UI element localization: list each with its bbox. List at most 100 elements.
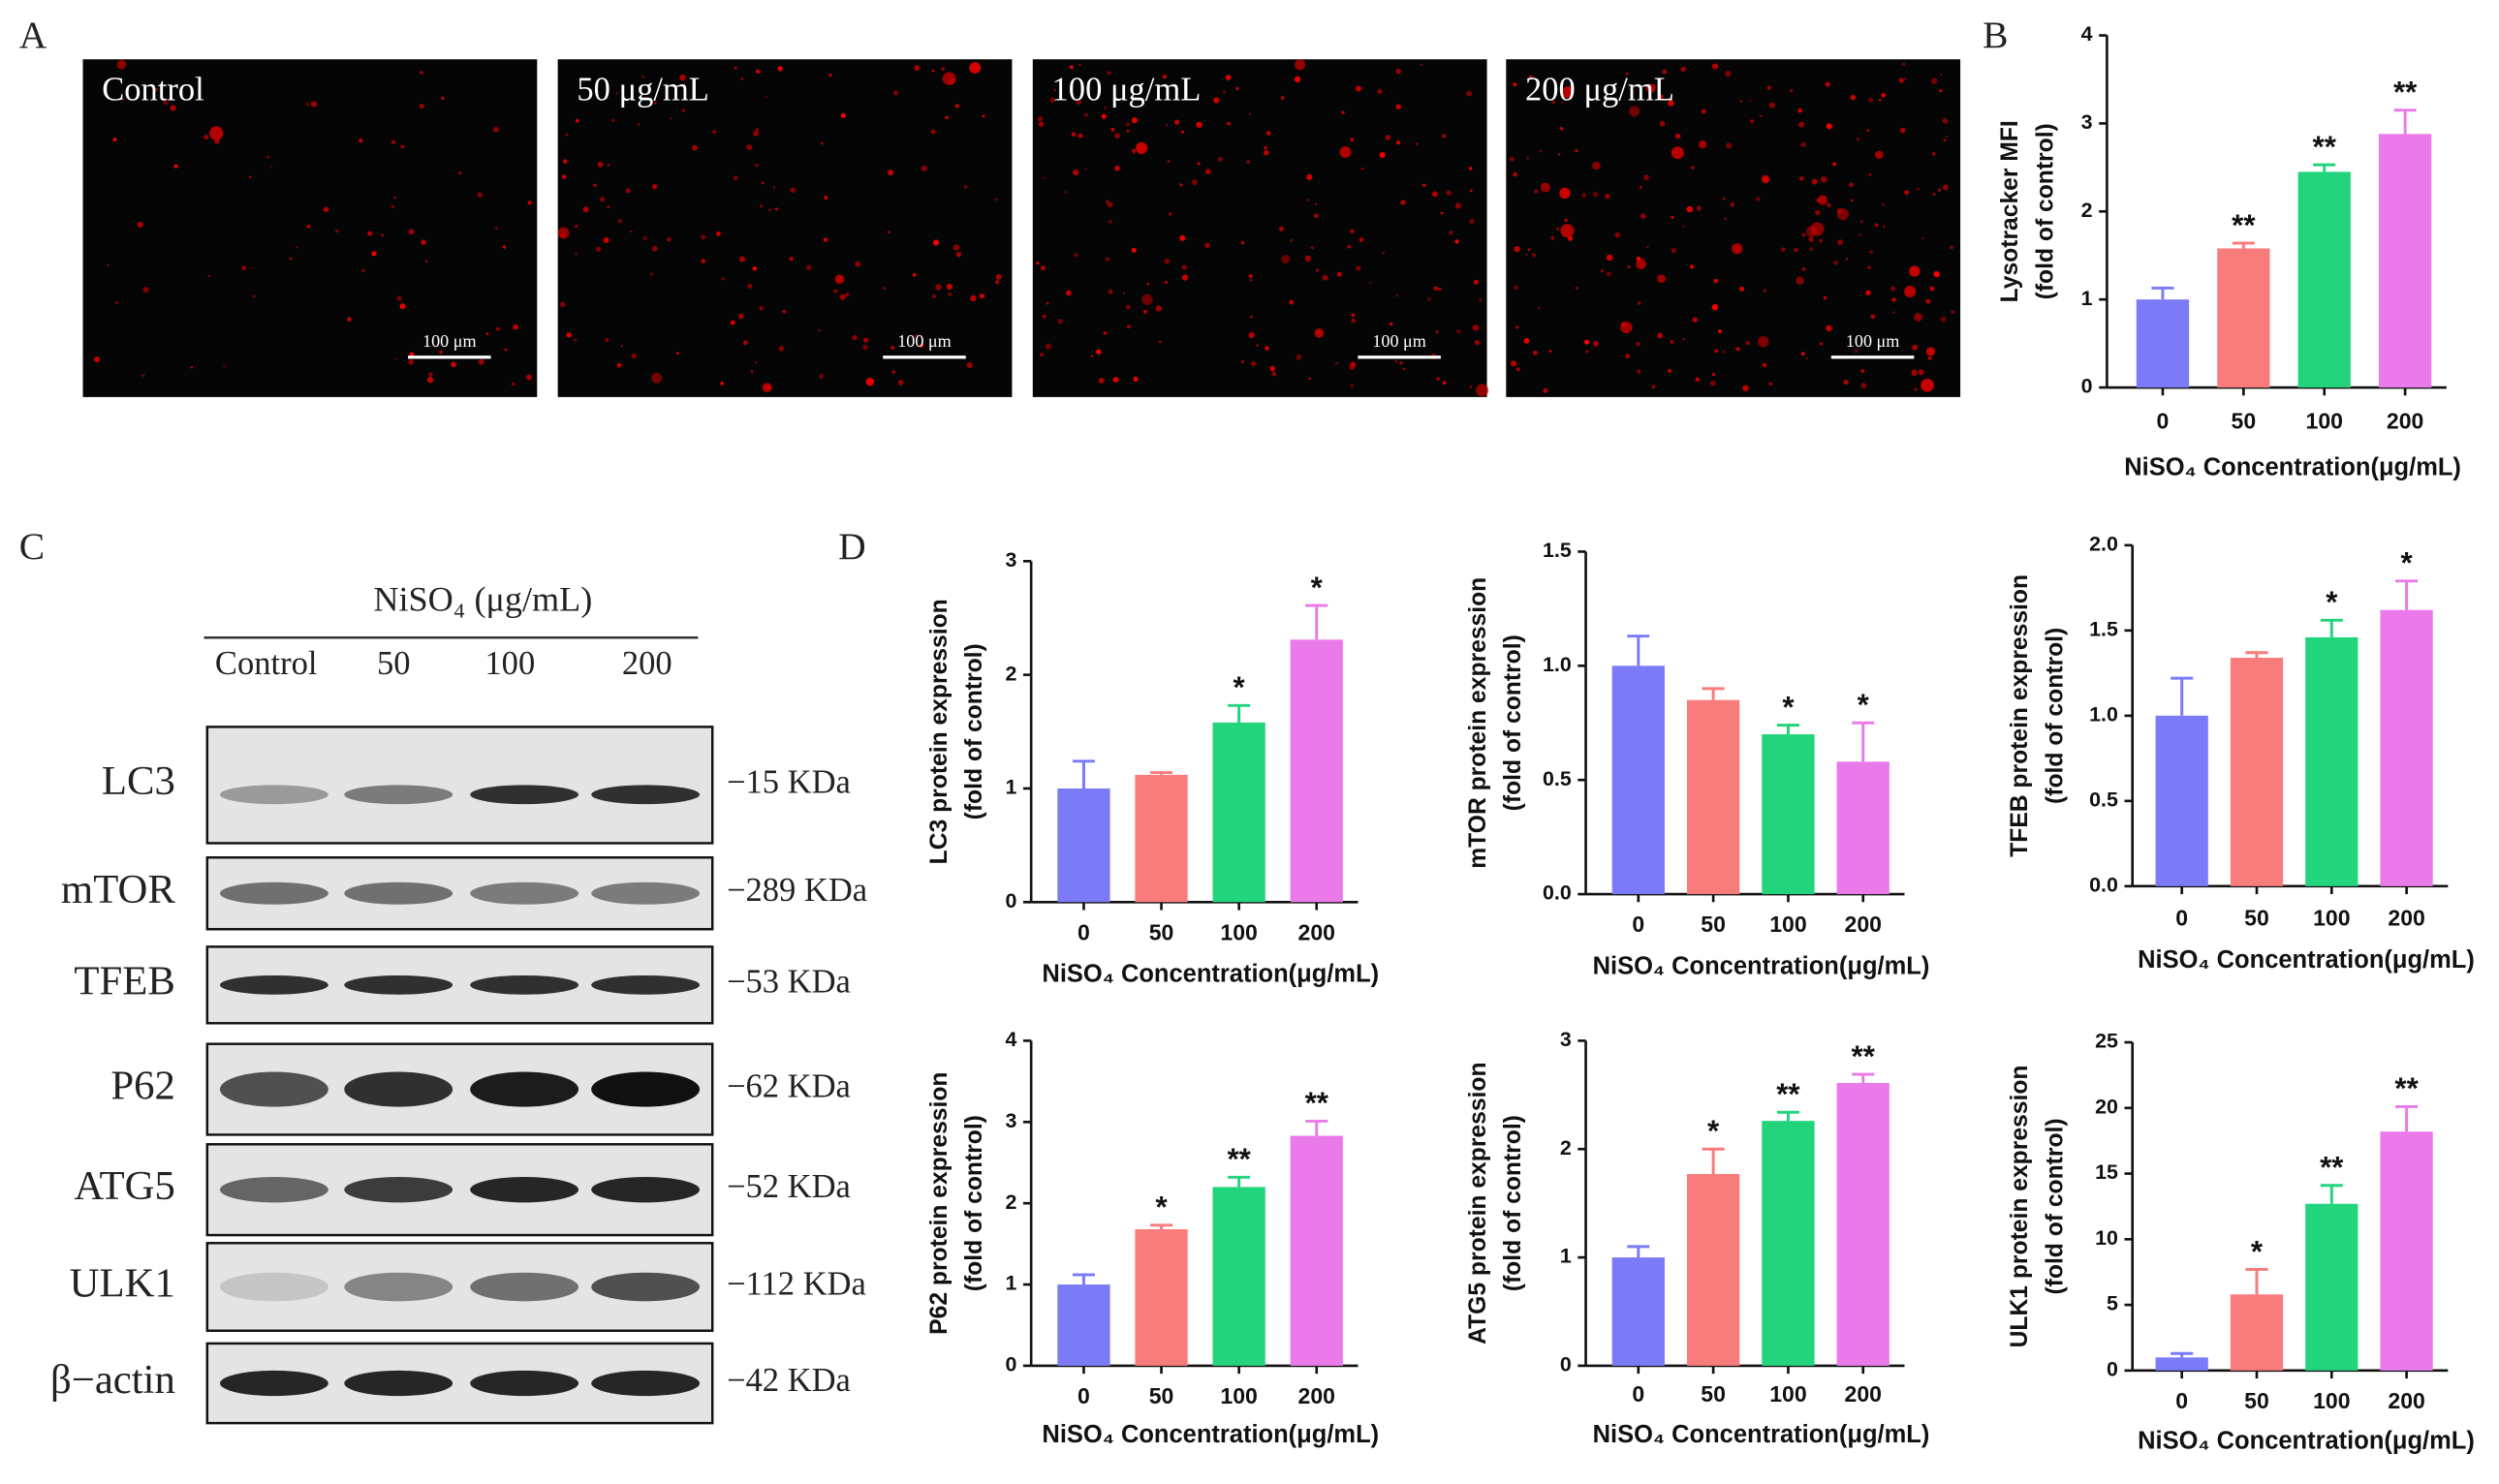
red-spot	[1341, 110, 1345, 114]
red-spot	[1763, 289, 1766, 293]
red-spot	[1614, 232, 1621, 238]
red-spot	[1084, 168, 1087, 170]
red-spot	[1269, 365, 1275, 372]
protein-label: mTOR	[61, 867, 175, 912]
red-spot	[1306, 199, 1309, 201]
blot-band	[470, 785, 579, 805]
red-spot	[163, 100, 169, 106]
red-spot	[1065, 290, 1072, 296]
protein-label: ATG5	[74, 1163, 175, 1209]
red-spot	[755, 128, 759, 132]
red-spot	[755, 164, 759, 168]
red-spot	[933, 239, 940, 246]
red-spot	[1306, 173, 1313, 180]
red-spot	[1575, 149, 1578, 153]
red-spot	[1359, 237, 1364, 242]
red-spot	[1682, 338, 1685, 341]
red-spot	[1731, 243, 1743, 255]
red-spot	[565, 133, 569, 137]
red-spot	[1534, 189, 1539, 194]
red-spot	[306, 224, 311, 229]
red-spot	[1837, 239, 1844, 246]
scale-bar-label: 100 μm	[1372, 331, 1425, 351]
red-spot	[1164, 258, 1171, 264]
red-spot	[394, 357, 397, 360]
protein-label: β−actin	[50, 1357, 175, 1403]
red-spot	[1142, 309, 1148, 314]
blot-band	[219, 1071, 328, 1107]
y-tick-label: 0.0	[1543, 881, 1572, 905]
red-spot	[1670, 339, 1674, 344]
x-tick-label: 200	[2388, 905, 2424, 930]
red-spot	[1874, 223, 1879, 228]
red-spot	[1057, 319, 1063, 325]
red-spot	[1246, 160, 1250, 164]
red-spot	[1640, 213, 1646, 219]
red-spot	[1696, 205, 1702, 211]
red-spot	[1422, 183, 1426, 187]
red-spot	[1856, 138, 1860, 141]
red-spot	[995, 273, 1002, 280]
red-spot	[1845, 258, 1849, 261]
red-spot	[1133, 376, 1139, 382]
panel-label: C	[19, 525, 45, 568]
micrograph: 100 μg/mL 100 μm	[1032, 59, 1489, 397]
red-spot	[408, 358, 414, 365]
red-spot	[573, 338, 578, 342]
red-spot	[1294, 76, 1301, 83]
red-spot	[1559, 187, 1571, 200]
red-spot	[670, 117, 672, 120]
error-bar	[1228, 1175, 1251, 1188]
y-tick-label: 0	[2081, 375, 2093, 398]
bar	[1611, 665, 1665, 895]
red-spot	[1860, 368, 1865, 374]
y-axis-label: ULK1 protein expression	[2007, 1066, 2033, 1348]
red-spot	[1942, 117, 1949, 124]
red-spot	[1745, 340, 1750, 346]
y-tick-label: 1	[1560, 1245, 1572, 1268]
red-spot	[1435, 329, 1439, 333]
red-spot	[1925, 298, 1931, 304]
red-spot	[1235, 86, 1239, 90]
red-spot	[1567, 87, 1570, 90]
x-axis-label: NiSO₄ Concentration(μg/mL)	[1593, 952, 1930, 979]
y-tick-label: 0.5	[2089, 788, 2118, 811]
red-spot	[1169, 212, 1172, 216]
x-tick-label: 200	[1298, 919, 1335, 944]
red-spot	[1931, 152, 1936, 156]
red-spot	[1098, 377, 1105, 384]
red-spot	[1557, 153, 1561, 156]
red-spot	[110, 77, 114, 80]
blot-band	[219, 881, 328, 905]
red-spot	[1735, 347, 1740, 352]
y-tick-label: 15	[2095, 1160, 2118, 1184]
red-spot	[651, 245, 658, 252]
red-spot	[1543, 387, 1548, 393]
red-spot	[1395, 140, 1401, 145]
red-spot	[1523, 337, 1530, 344]
red-spot	[1796, 276, 1804, 285]
red-spot	[1561, 101, 1564, 104]
red-spot	[1179, 234, 1186, 241]
red-spot	[1256, 344, 1260, 347]
red-spot	[1607, 271, 1611, 277]
red-spot	[1101, 113, 1107, 119]
micrograph-bg	[557, 59, 1013, 397]
red-spot	[1766, 85, 1772, 91]
y-tick-label: 2	[1560, 1136, 1572, 1159]
red-spot	[1038, 121, 1045, 127]
blot-band	[591, 1370, 701, 1397]
error-bar	[1852, 1072, 1875, 1084]
red-spot	[513, 324, 519, 330]
size-label: −42 KDa	[727, 1362, 851, 1399]
bar	[1290, 1135, 1343, 1366]
red-spot	[1539, 150, 1543, 153]
protein-label: TFEB	[74, 959, 175, 1005]
red-spot	[575, 118, 579, 123]
red-spot	[921, 165, 927, 171]
error-bar	[1776, 1110, 1799, 1122]
red-spot	[1114, 165, 1120, 171]
red-spot	[381, 233, 384, 237]
protein-label: ULK1	[70, 1260, 175, 1306]
x-tick-label: 50	[2244, 1388, 2269, 1413]
